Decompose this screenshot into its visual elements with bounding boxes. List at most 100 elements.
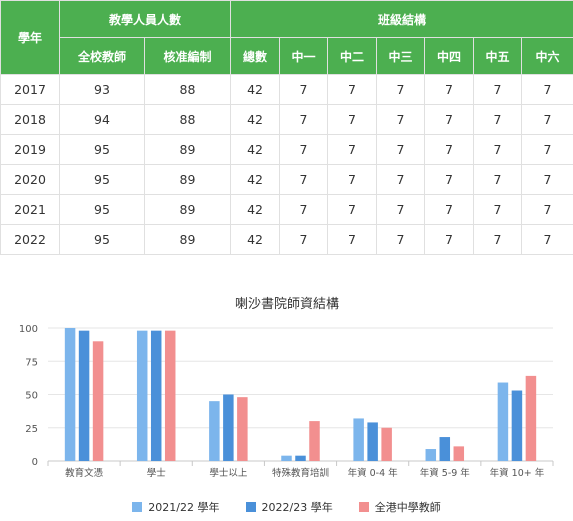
sub-header-s5: 中五	[473, 37, 523, 75]
table-cell: 7	[327, 224, 378, 255]
table-cell: 7	[327, 74, 378, 105]
class-structure-header: 班級結構	[230, 0, 573, 38]
bar[interactable]	[78, 330, 90, 461]
legend-item[interactable]: 2022/23 學年	[245, 498, 333, 516]
table-cell: 7	[279, 74, 329, 105]
table-cell: 95	[59, 194, 145, 225]
table-cell: 7	[473, 224, 523, 255]
table-cell: 7	[376, 74, 426, 105]
legend-label: 2022/23 學年	[261, 501, 333, 514]
year-cell: 2017	[0, 74, 60, 105]
chart-title: 喇沙書院師資結構	[235, 297, 339, 312]
bar[interactable]	[381, 427, 392, 461]
table-cell: 89	[143, 164, 232, 195]
table-row: 2018 94 88 42 7 7 7 7 7 7	[0, 104, 573, 135]
chart-gridlines	[48, 327, 553, 462]
table-cell: 88	[143, 104, 232, 135]
bar[interactable]	[309, 421, 320, 461]
table-cell: 7	[473, 104, 523, 135]
bar[interactable]	[425, 449, 437, 461]
x-tick-label: 特殊教育培訓	[272, 467, 329, 479]
bar[interactable]	[64, 328, 76, 461]
bar[interactable]	[453, 446, 465, 461]
chart-y-axis: 0 25 50 75 100	[19, 324, 38, 468]
bar[interactable]	[150, 330, 162, 461]
teacher-qualification-chart: 喇沙書院師資結構 0 25 50 75 100 教育文憑 學士 學士以上 特殊教育培訓 年資 0…	[19, 297, 554, 479]
x-tick-label: 年資 0-4 年	[348, 467, 399, 479]
legend-swatch	[245, 502, 256, 512]
table-cell: 95	[59, 134, 145, 165]
y-tick-label: 25	[25, 424, 38, 435]
table-cell: 95	[59, 164, 145, 195]
table-cell: 42	[230, 104, 281, 135]
table-cell: 7	[279, 194, 329, 225]
bar[interactable]	[525, 375, 537, 461]
table-cell: 7	[473, 74, 523, 105]
x-tick-label: 學士以上	[209, 467, 248, 479]
bar[interactable]	[164, 330, 176, 461]
bar[interactable]	[209, 401, 220, 461]
table-cell: 7	[376, 134, 426, 165]
table-cell: 93	[59, 74, 145, 105]
table-row: 2020 95 89 42 7 7 7 7 7 7	[0, 164, 573, 195]
bar[interactable]	[223, 394, 234, 462]
year-cell: 2019	[0, 134, 60, 165]
table-row: 2017 93 88 42 7 7 7 7 7 7	[0, 74, 573, 105]
year-cell: 2020	[0, 164, 60, 195]
table-cell: 7	[424, 104, 475, 135]
table-cell: 94	[59, 104, 145, 135]
table-cell: 88	[143, 74, 232, 105]
sub-header-all-teachers: 全校教師	[59, 37, 145, 75]
table-cell: 7	[279, 104, 329, 135]
bar[interactable]	[136, 330, 148, 461]
bar[interactable]	[367, 422, 378, 461]
bar[interactable]	[439, 437, 451, 461]
chart-legend: 2021/22 學年 2022/23 學年 全港中學教師	[0, 498, 573, 516]
bar[interactable]	[497, 382, 509, 461]
table-cell: 7	[279, 134, 329, 165]
year-cell: 2018	[0, 104, 60, 135]
table-cell: 7	[424, 224, 475, 255]
bar[interactable]	[511, 390, 523, 461]
x-tick-label: 學士	[147, 467, 167, 479]
table-cell: 42	[230, 164, 281, 195]
sub-header-s1: 中一	[279, 37, 329, 75]
bar[interactable]	[295, 455, 306, 461]
legend-item[interactable]: 全港中學教師	[358, 498, 441, 516]
table-cell: 7	[327, 134, 378, 165]
year-cell: 2021	[0, 194, 60, 225]
y-tick-label: 100	[19, 324, 38, 335]
table-cell: 7	[376, 104, 426, 135]
table-row: 2022 95 89 42 7 7 7 7 7 7	[0, 224, 573, 255]
y-tick-label: 0	[32, 457, 38, 468]
table-cell: 7	[279, 164, 329, 195]
table-cell: 7	[376, 194, 426, 225]
bar[interactable]	[281, 455, 292, 461]
table-row: 2019 95 89 42 7 7 7 7 7 7	[0, 134, 573, 165]
table-cell: 95	[59, 224, 145, 255]
table-cell: 7	[376, 164, 426, 195]
table-cell: 7	[424, 194, 475, 225]
table-cell: 42	[230, 134, 281, 165]
legend-item[interactable]: 2021/22 學年	[132, 498, 220, 516]
chart-x-axis: 教育文憑 學士 學士以上 特殊教育培訓 年資 0-4 年 年資 5-9 年 年資 10+ 年	[47, 461, 554, 479]
bar[interactable]	[92, 341, 104, 461]
table-cell: 42	[230, 74, 281, 105]
table-cell: 89	[143, 194, 232, 225]
x-tick-label: 年資 5-9 年	[420, 467, 471, 479]
table-cell: 7	[279, 224, 329, 255]
staff-class-table: 學年 教學人員人數 班級結構 全校教師 核准編制 總數 中一 中二 中三 中四 …	[0, 0, 573, 255]
sub-header-s6: 中六	[521, 37, 573, 75]
table-cell: 7	[327, 194, 378, 225]
year-header: 學年	[0, 0, 60, 75]
table-cell: 7	[473, 194, 523, 225]
table-cell: 89	[143, 224, 232, 255]
bar[interactable]	[237, 397, 248, 461]
table-cell: 7	[521, 194, 573, 225]
table-cell: 7	[376, 224, 426, 255]
sub-header-approved: 核准編制	[143, 37, 232, 75]
x-tick-label: 年資 10+ 年	[490, 467, 545, 479]
sub-header-total: 總數	[230, 37, 281, 75]
table-cell: 7	[424, 164, 475, 195]
bar[interactable]	[353, 418, 364, 461]
